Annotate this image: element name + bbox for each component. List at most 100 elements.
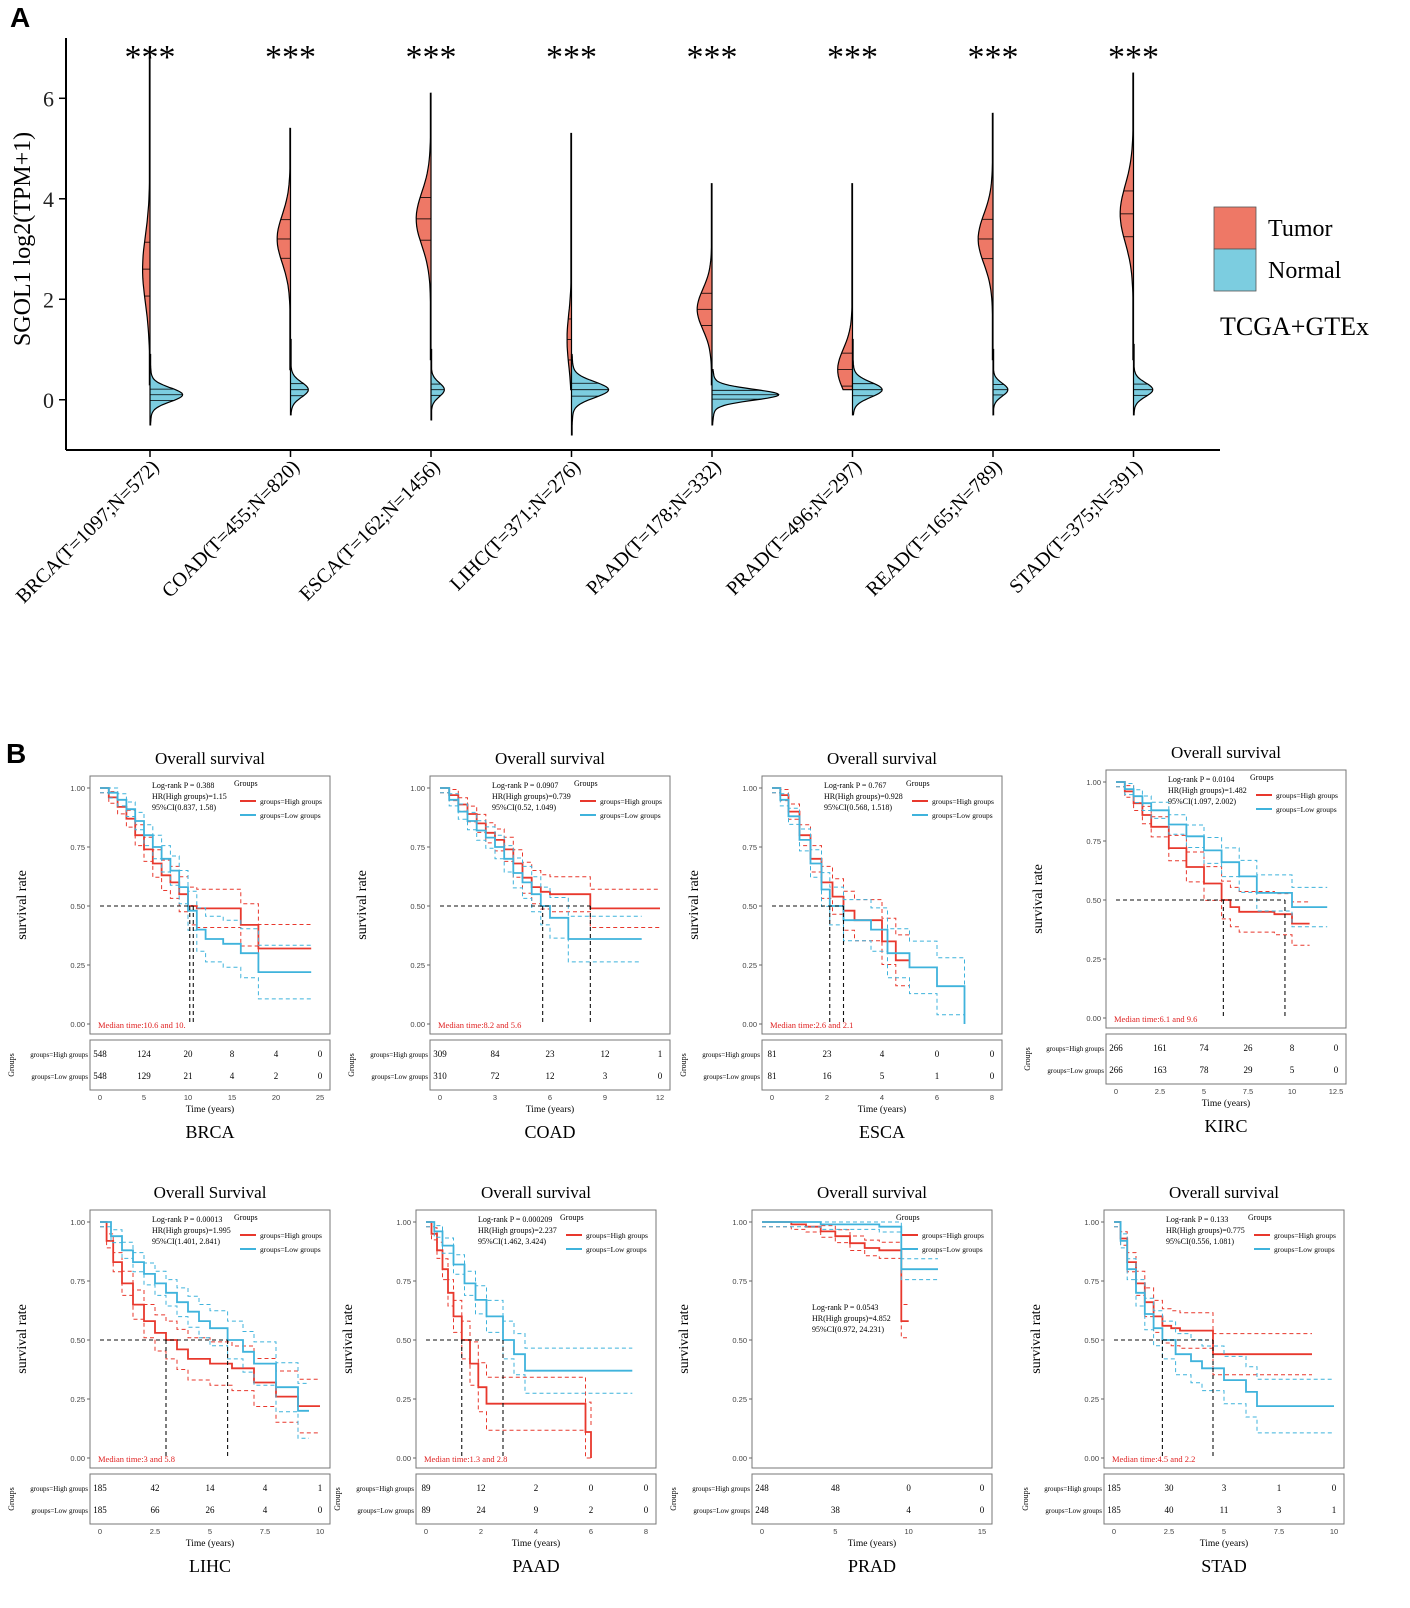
y-tick-label: 0.75	[70, 843, 85, 852]
legend-title: Groups	[896, 1213, 920, 1222]
risk-low-label: groups=Low groups	[31, 1073, 88, 1081]
risk-high-count: 309	[433, 1049, 447, 1059]
y-tick-label: 0.00	[732, 1454, 747, 1463]
plot-frame	[1105, 769, 1347, 1029]
risk-low-count: 38	[831, 1505, 841, 1515]
x-tick-label: 10	[904, 1527, 912, 1536]
risk-low-count: 2	[589, 1505, 594, 1515]
x-tick-label: 2.5	[150, 1527, 160, 1536]
stat-line: 95%CI(1.462, 3.424)	[478, 1237, 546, 1246]
x-tick-label: 0	[760, 1527, 764, 1536]
risk-high-count: 23	[823, 1049, 833, 1059]
risk-low-label: groups=Low groups	[703, 1073, 760, 1081]
tumor-violin	[276, 127, 292, 371]
y-tick-label: 1.00	[1086, 778, 1101, 787]
risk-high-count: 0	[318, 1049, 323, 1059]
y-tick-label: 1.00	[1084, 1218, 1099, 1227]
chart-title: Overall Survival	[154, 1183, 267, 1202]
risk-high-count: 0	[1334, 1043, 1339, 1053]
risk-low-count: 0	[644, 1505, 649, 1515]
low-ci-upper	[772, 787, 965, 991]
significance-stars: ***	[265, 39, 316, 76]
risk-high-count: 2	[534, 1483, 539, 1493]
tumor-violin	[696, 183, 713, 386]
x-tick-label: BRCA(T=1097;N=572)	[12, 456, 164, 608]
stat-line: 95%CI(0.556, 1.081)	[1166, 1237, 1234, 1246]
y-tick-label: 6	[43, 86, 54, 111]
risk-high-count: 0	[1332, 1483, 1337, 1493]
risk-low-count: 0	[1334, 1065, 1339, 1075]
legend-high-label: groups=High groups	[1274, 1231, 1336, 1240]
y-tick-label: 0.50	[396, 1336, 411, 1345]
x-tick-label: 4	[880, 1093, 884, 1102]
risk-high-label: groups=High groups	[356, 1485, 414, 1493]
x-axis-title: Time (years)	[858, 1104, 906, 1115]
risk-low-count: 185	[1107, 1505, 1121, 1515]
tumor-violin	[566, 132, 573, 391]
risk-high-label: groups=High groups	[702, 1051, 760, 1059]
risk-axis-label: Groups	[334, 1487, 342, 1511]
risk-high-count: 42	[151, 1483, 160, 1493]
low-ci-upper	[440, 787, 642, 917]
median-time-label: Median time:3 and 5.8	[98, 1454, 175, 1464]
risk-axis-label: Groups	[680, 1053, 688, 1077]
risk-high-count: 548	[93, 1049, 107, 1059]
y-tick-label: 0.25	[396, 1395, 411, 1404]
chart-title: Overall survival	[155, 749, 265, 768]
y-tick-label: 0.25	[410, 961, 425, 970]
risk-low-label: groups=Low groups	[1045, 1507, 1102, 1515]
chart-title: Overall survival	[481, 1183, 591, 1202]
risk-low-count: 21	[184, 1071, 193, 1081]
x-tick-label: STAD(T=375;N=391)	[1005, 456, 1147, 598]
legend-source-label: TCGA+GTEx	[1220, 312, 1369, 341]
stat-line: 95%CI(1.401, 2.841)	[152, 1237, 220, 1246]
legend-normal-label: Normal	[1268, 258, 1342, 284]
stat-line: Log-rank P = 0.133	[1166, 1215, 1228, 1224]
risk-table-frame	[1103, 1473, 1345, 1525]
x-axis-title: Time (years)	[1200, 1538, 1248, 1549]
x-tick-label: 2	[479, 1527, 483, 1536]
risk-high-count: 0	[644, 1483, 649, 1493]
legend-high-label: groups=High groups	[260, 1231, 322, 1240]
survival-chart-lihc: Overall Survival survival rate 0.00 0.25 0.5…	[8, 1183, 331, 1576]
risk-low-count: 81	[768, 1071, 777, 1081]
stat-line: HR(High groups)=1.482	[1168, 786, 1247, 795]
legend-tumor-label: Tumor	[1268, 216, 1332, 242]
high-ci-upper	[100, 1221, 320, 1380]
tumor-violin	[977, 112, 994, 361]
low-group-curve	[100, 1221, 309, 1412]
significance-stars: ***	[406, 39, 457, 76]
stat-line: Log-rank P = 0.000209	[478, 1215, 552, 1224]
y-tick-label: 0.00	[70, 1020, 85, 1029]
risk-table-frame	[89, 1473, 331, 1525]
risk-high-count: 30	[1165, 1483, 1175, 1493]
risk-axis-label: Groups	[1024, 1047, 1032, 1071]
risk-low-count: 5	[1290, 1065, 1295, 1075]
x-tick-label: 15	[228, 1093, 236, 1102]
y-tick-label: 0.25	[732, 1395, 747, 1404]
y-tick-label: 0.25	[742, 961, 757, 970]
stat-line: HR(High groups)=0.928	[824, 792, 903, 801]
risk-high-count: 0	[990, 1049, 995, 1059]
risk-low-count: 89	[422, 1505, 432, 1515]
cancer-label: KIRC	[1204, 1116, 1247, 1136]
risk-high-count: 266	[1109, 1043, 1123, 1053]
risk-low-count: 185	[93, 1505, 107, 1515]
plot-frame	[1103, 1209, 1345, 1469]
x-axis-title: Time (years)	[512, 1538, 560, 1549]
y-tick-label: 0.50	[1086, 896, 1101, 905]
risk-low-count: 0	[318, 1071, 323, 1081]
x-tick-label: 6	[548, 1093, 552, 1102]
x-tick-label: 10	[184, 1093, 192, 1102]
x-tick-label: 7.5	[1243, 1087, 1253, 1096]
risk-high-count: 26	[1244, 1043, 1254, 1053]
risk-low-count: 0	[658, 1071, 663, 1081]
legend-low-label: groups=Low groups	[600, 811, 661, 820]
cancer-label: BRCA	[185, 1122, 234, 1142]
y-tick-label: 0.00	[396, 1454, 411, 1463]
tumor-violin	[1119, 72, 1135, 361]
y-tick-label: 0.25	[1084, 1395, 1099, 1404]
y-tick-label: 0.75	[742, 843, 757, 852]
y-tick-label: 0.50	[742, 902, 757, 911]
x-tick-label: PRAD(T=496;N=297)	[722, 456, 866, 600]
